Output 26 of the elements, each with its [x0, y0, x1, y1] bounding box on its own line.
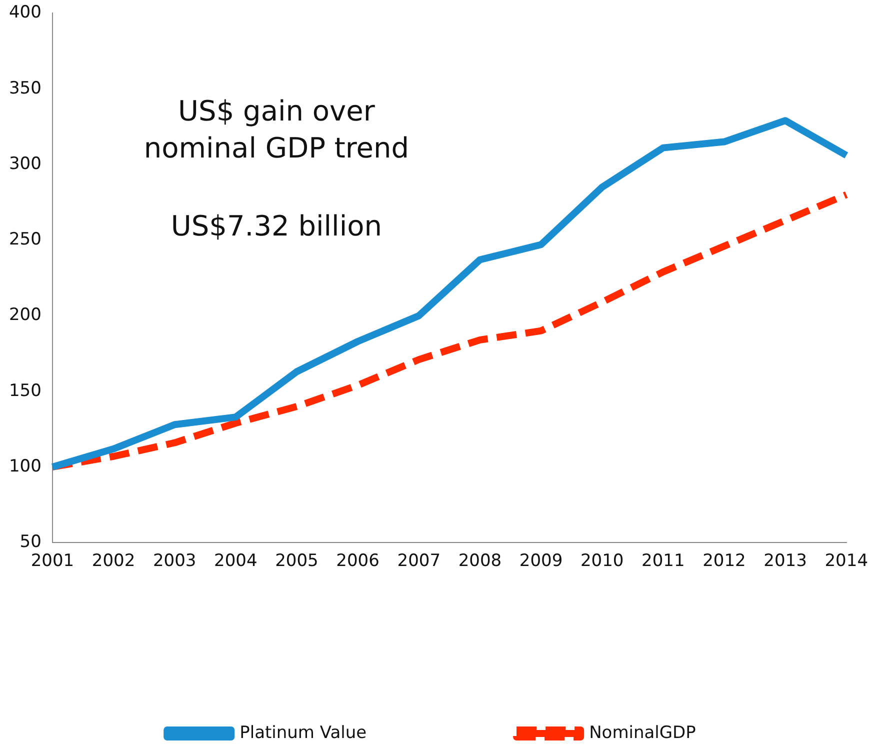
legend-label: NominalGDP: [589, 722, 696, 743]
x-tick-label: 2008: [458, 551, 502, 572]
x-tick-label: 2004: [214, 551, 258, 572]
annotation: US$ gain over nominal GDP trend: [144, 94, 410, 164]
x-tick-label: 2001: [30, 551, 74, 572]
y-tick-label: 400: [8, 2, 42, 23]
x-tick-label: 2011: [642, 551, 685, 572]
x-tick-label: 2007: [397, 551, 441, 572]
y-tick-label: 50: [20, 532, 42, 552]
x-tick-label: 2005: [275, 551, 318, 572]
y-tick-label: 100: [8, 456, 42, 476]
y-tick-label: 150: [8, 380, 42, 401]
x-tick-label: 2002: [92, 551, 136, 572]
x-tick-label: 2014: [824, 551, 868, 572]
x-tick-label: 2010: [580, 551, 624, 572]
x-tick-label: 2013: [764, 551, 807, 572]
y-tick-label: 250: [8, 230, 42, 250]
x-tick-label: 2003: [152, 551, 196, 572]
annotation: US$7.32 billion: [170, 209, 382, 242]
y-tick-label: 300: [8, 154, 42, 174]
legend-label: Platinum Value: [240, 722, 367, 743]
y-tick-label: 200: [8, 305, 42, 326]
x-tick-label: 2012: [702, 551, 746, 572]
y-tick-label: 350: [8, 78, 42, 98]
x-tick-label: 2006: [336, 551, 380, 572]
x-tick-label: 2009: [519, 551, 563, 572]
